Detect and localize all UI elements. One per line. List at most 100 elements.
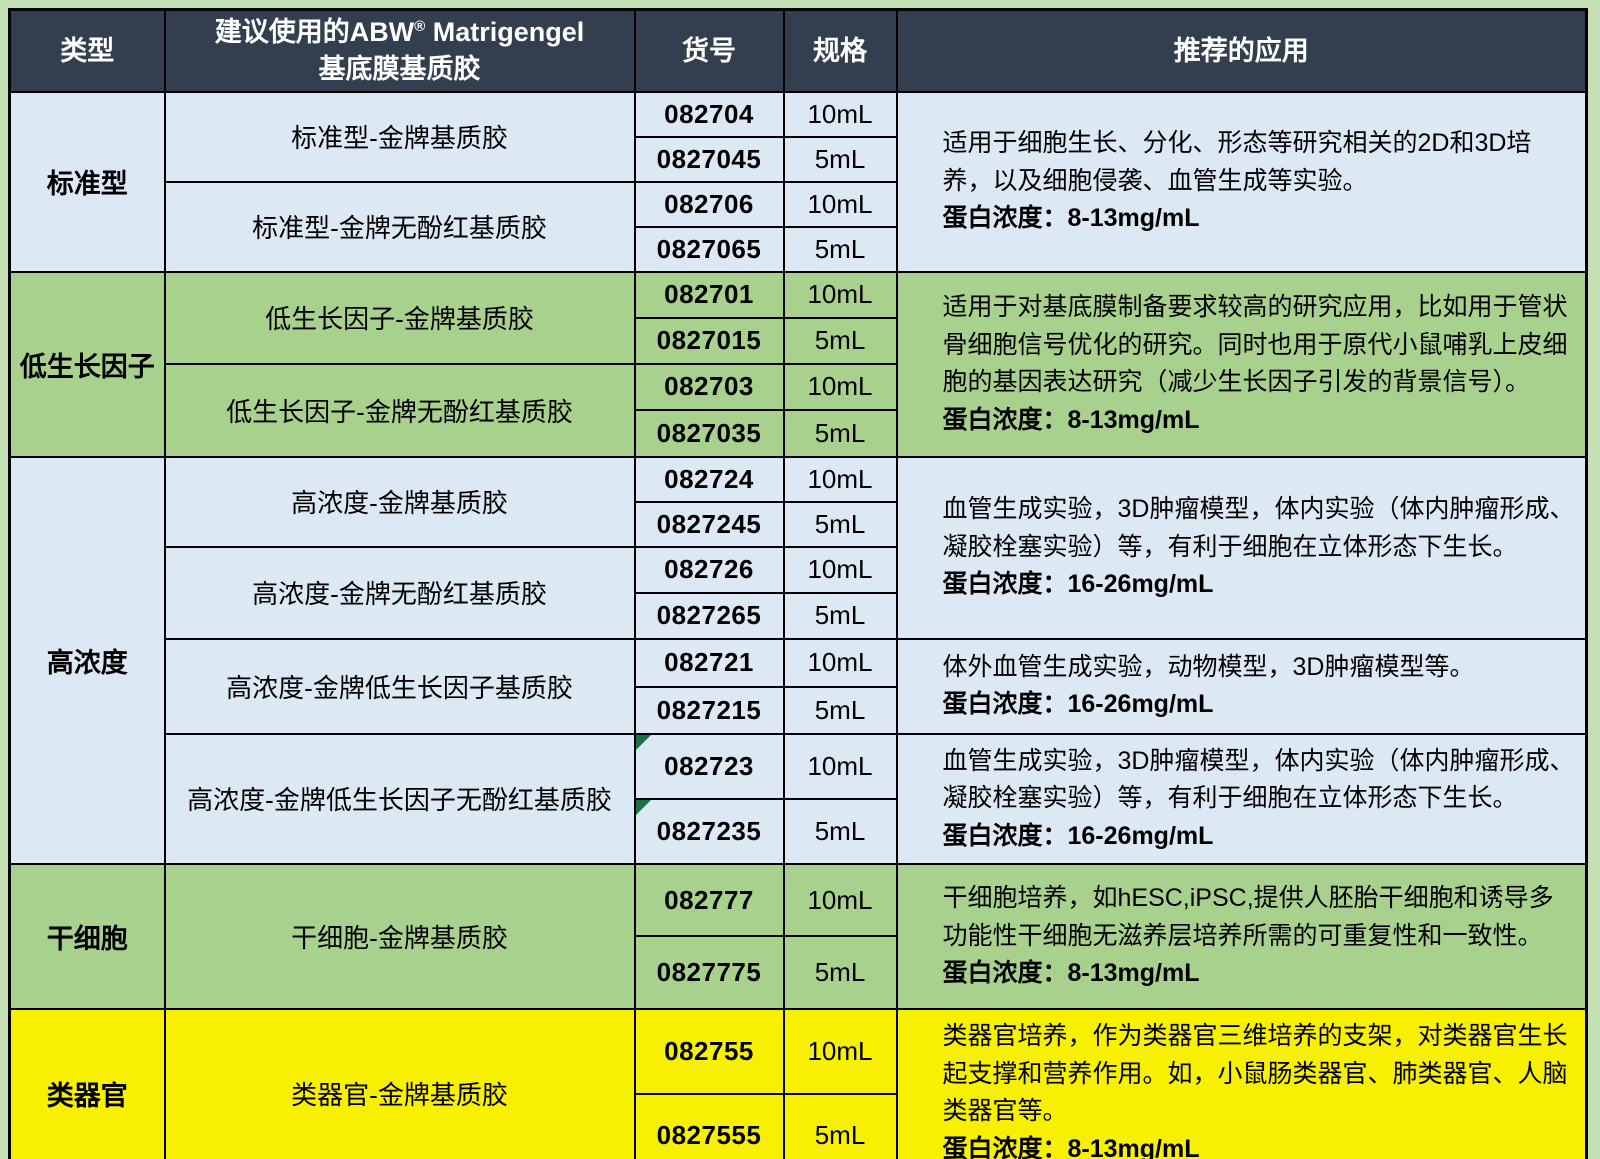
- product-name-cell: 高浓度-金牌无酚红基质胶: [163, 545, 636, 640]
- catalog-code-cell: 0827235: [633, 798, 785, 865]
- catalog-code-cell: 0827555: [633, 1092, 785, 1159]
- spec-cell: 10mL: [782, 180, 898, 228]
- table-row: 0827555 5mL: [10, 1092, 1587, 1159]
- protein-concentration: 蛋白浓度：16-26mg/mL: [942, 690, 1214, 718]
- application-text: 血管生成实验，3D肿瘤模型，体内实验（体内肿瘤形成、凝胶栓塞实验）等，有利于细胞…: [942, 495, 1575, 561]
- header-catalog: 货号: [633, 8, 785, 93]
- catalog-code-cell: 082703: [633, 362, 785, 411]
- catalog-code-cell: 082723: [633, 732, 785, 801]
- spec-cell: 10mL: [782, 1008, 898, 1095]
- table-row: 标准型 标准型-金牌基质胶 082704 10mL 适用于细胞生长、分化、形态等…: [8, 90, 1588, 273]
- spec-cell: 5mL: [782, 225, 898, 273]
- spec-cell: 10mL: [782, 455, 898, 503]
- table-row: 0827015 5mL: [10, 316, 1587, 365]
- application-text: 体外血管生成实验，动物模型，3D肿瘤模型等。: [942, 652, 1475, 681]
- product-name-cell: 低生长因子-金牌无酚红基质胶: [163, 362, 636, 458]
- product-name-cell: 类器官-金牌基质胶: [163, 1008, 636, 1159]
- spec-cell: 10mL: [782, 732, 898, 801]
- catalog-code-cell: 0827065: [633, 225, 785, 273]
- catalog-code-cell: 082755: [633, 1008, 785, 1095]
- spec-cell: 10mL: [782, 545, 898, 594]
- catalog-code-cell: 082726: [633, 545, 785, 594]
- header-product-line1-pre: 建议使用的ABW: [214, 17, 415, 48]
- product-name-cell: 高浓度-金牌低生长因子无酚红基质胶: [163, 732, 636, 865]
- catalog-code-cell: 0827035: [633, 408, 785, 458]
- catalog-code-cell: 0827775: [633, 935, 785, 1010]
- catalog-code-cell: 0827215: [633, 685, 785, 735]
- spec-cell: 5mL: [782, 798, 898, 865]
- application-cell: 干细胞培养，如hESC,iPSC,提供人胚胎干细胞和诱导多功能性干细胞无滋养层培…: [895, 863, 1588, 1010]
- application-cell: 适用于对基底膜制备要求较高的研究应用，比如用于管状骨细胞信号优化的研究。同时也用…: [895, 270, 1588, 458]
- spec-cell: 10mL: [782, 863, 898, 937]
- protein-concentration: 蛋白浓度：8-13mg/mL: [942, 405, 1200, 434]
- matrigel-product-table: 类型 建议使用的ABW® Matrigengel 基底膜基质胶 货号 规格 推荐…: [8, 8, 1588, 1159]
- registered-trademark-icon: ®: [414, 18, 426, 36]
- table-row: 高浓度 高浓度-金牌基质胶 082724 10mL 血管生成实验，3D肿瘤模型，…: [8, 455, 1588, 865]
- table-row: 低生长因子-金牌无酚红基质胶 082703 10mL: [10, 362, 1587, 458]
- table-row: 0827265 5mL: [10, 591, 1587, 640]
- spec-cell: 5mL: [782, 500, 898, 548]
- spec-cell: 10mL: [782, 270, 898, 319]
- application-text: 类器官培养，作为类器官三维培养的支架，对类器官生长起支撑和营养作用。如，小鼠肠类…: [942, 1022, 1568, 1125]
- application-text: 干细胞培养，如hESC,iPSC,提供人胚胎干细胞和诱导多功能性干细胞无滋养层培…: [942, 884, 1554, 950]
- table-row: 高浓度-金牌低生长因子无酚红基质胶 082723 10mL 血管生成实验，3D肿…: [10, 732, 1588, 865]
- catalog-code-cell: 082704: [633, 90, 785, 138]
- table-row: 标准型-金牌无酚红基质胶 082706 10mL: [10, 180, 1587, 273]
- application-text: 血管生成实验，3D肿瘤模型，体内实验（体内肿瘤形成、凝胶栓塞实验）等，有利于细胞…: [942, 746, 1575, 813]
- header-product: 建议使用的ABW® Matrigengel 基底膜基质胶: [163, 8, 636, 93]
- table-row: 0827035 5mL: [10, 408, 1587, 458]
- table-row: 0827065 5mL: [10, 225, 1587, 273]
- spec-cell: 5mL: [782, 591, 898, 640]
- table-row: 0827775 5mL: [10, 935, 1587, 1010]
- application-cell: 适用于细胞生长、分化、形态等研究相关的2D和3D培养，以及细胞侵袭、血管生成等实…: [895, 90, 1588, 273]
- table-row: 低生长因子 低生长因子-金牌基质胶 082701 10mL 适用于对基底膜制备要…: [8, 270, 1588, 458]
- catalog-code: 0827235: [656, 816, 762, 847]
- comment-flag-icon: [636, 801, 651, 816]
- application-text: 适用于对基底膜制备要求较高的研究应用，比如用于管状骨细胞信号优化的研究。同时也用…: [942, 293, 1568, 396]
- protein-concentration: 蛋白浓度：16-26mg/mL: [942, 821, 1214, 850]
- application-cell: 血管生成实验，3D肿瘤模型，体内实验（体内肿瘤形成、凝胶栓塞实验）等，有利于细胞…: [895, 455, 1588, 640]
- header-application: 推荐的应用: [895, 8, 1588, 93]
- type-cell: 低生长因子: [8, 270, 166, 458]
- spec-cell: 10mL: [782, 362, 898, 411]
- application-cell: 血管生成实验，3D肿瘤模型，体内实验（体内肿瘤形成、凝胶栓塞实验）等，有利于细胞…: [895, 732, 1588, 865]
- spec-cell: 10mL: [782, 90, 898, 138]
- catalog-code-cell: 082706: [633, 180, 785, 228]
- application-text: 适用于细胞生长、分化、形态等研究相关的2D和3D培养，以及细胞侵袭、血管生成等实…: [942, 129, 1532, 195]
- spec-cell: 5mL: [782, 1092, 898, 1159]
- header-product-line1-post: Matrigengel: [425, 17, 585, 48]
- protein-concentration: 蛋白浓度：8-13mg/mL: [942, 1134, 1200, 1159]
- catalog-code-cell: 082721: [633, 637, 785, 688]
- type-cell: 类器官: [8, 1008, 166, 1159]
- table-row: 类器官 类器官-金牌基质胶 082755 10mL 类器官培养，作为类器官三维培…: [8, 1008, 1588, 1159]
- table-row: 干细胞 干细胞-金牌基质胶 082777 10mL 干细胞培养，如hESC,iP…: [8, 863, 1588, 1010]
- type-cell: 标准型: [8, 90, 166, 273]
- header-product-line2: 基底膜基质胶: [318, 53, 481, 84]
- catalog-code-cell: 082724: [633, 455, 785, 503]
- protein-concentration: 蛋白浓度：8-13mg/mL: [942, 959, 1200, 988]
- product-name-cell: 干细胞-金牌基质胶: [163, 863, 636, 1010]
- spec-cell: 5mL: [782, 408, 898, 458]
- product-name-cell: 高浓度-金牌基质胶: [163, 455, 636, 548]
- product-name-cell: 低生长因子-金牌基质胶: [163, 270, 636, 365]
- protein-concentration: 蛋白浓度：8-13mg/mL: [942, 204, 1200, 233]
- catalog-code-cell: 082777: [633, 863, 785, 937]
- catalog-code-cell: 0827015: [633, 316, 785, 365]
- table-row: 高浓度-金牌无酚红基质胶 082726 10mL: [10, 545, 1587, 640]
- product-name-cell: 高浓度-金牌低生长因子基质胶: [163, 637, 636, 735]
- table-row: 0827235 5mL: [10, 798, 1587, 865]
- table-header-row: 类型 建议使用的ABW® Matrigengel 基底膜基质胶 货号 规格 推荐…: [8, 8, 1588, 93]
- spec-cell: 5mL: [782, 935, 898, 1010]
- catalog-code-cell: 0827045: [633, 135, 785, 183]
- spec-cell: 5mL: [782, 685, 898, 735]
- application-cell: 体外血管生成实验，动物模型，3D肿瘤模型等。 蛋白浓度：16-26mg/mL: [895, 637, 1588, 735]
- application-cell: 类器官培养，作为类器官三维培养的支架，对类器官生长起支撑和营养作用。如，小鼠肠类…: [895, 1008, 1588, 1159]
- catalog-code-cell: 0827265: [633, 591, 785, 640]
- table-row: 高浓度-金牌低生长因子基质胶 082721 10mL 体外血管生成实验，动物模型…: [10, 637, 1588, 735]
- product-name-cell: 标准型-金牌基质胶: [163, 90, 636, 183]
- comment-flag-icon: [636, 735, 651, 750]
- catalog-code-cell: 0827245: [633, 500, 785, 548]
- spec-cell: 5mL: [782, 135, 898, 183]
- table-row: 0827215 5mL: [10, 685, 1587, 735]
